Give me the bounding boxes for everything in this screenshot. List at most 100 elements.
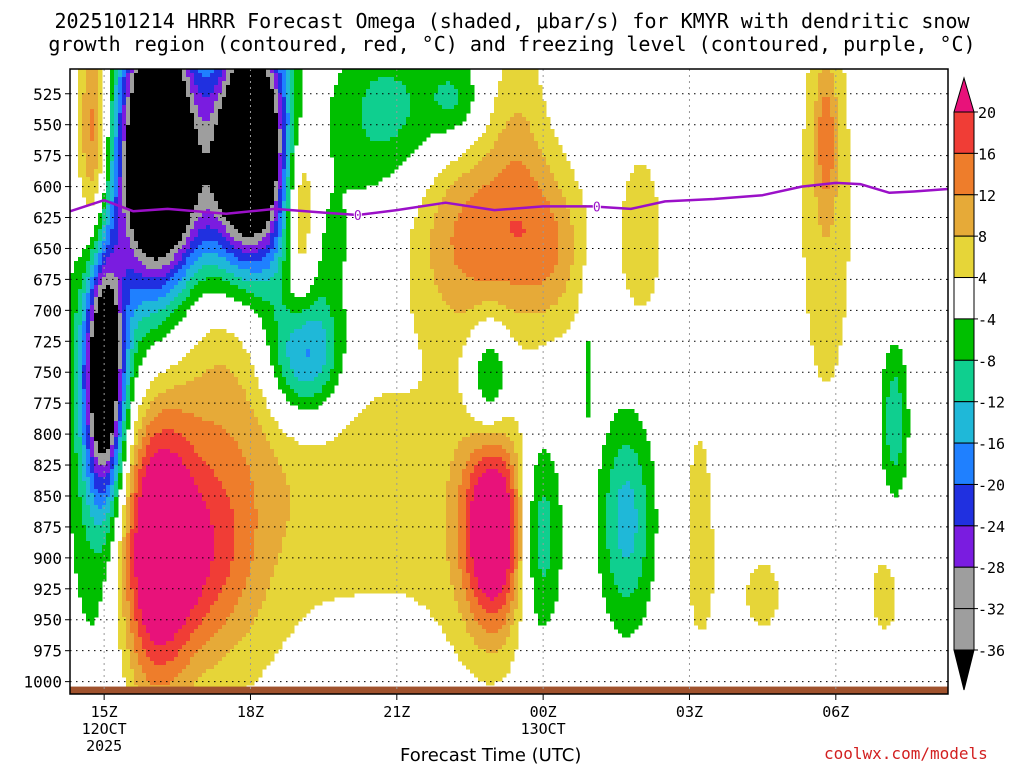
omega-cell: [110, 73, 115, 78]
omega-cell: [246, 165, 251, 170]
omega-cell: [810, 149, 815, 154]
omega-cell: [218, 133, 223, 138]
omega-cell: [266, 77, 271, 82]
omega-cell: [214, 173, 219, 178]
omega-cell: [274, 149, 279, 154]
omega-cell: [390, 105, 395, 110]
omega-cell: [86, 85, 91, 90]
omega-cell: [526, 105, 531, 110]
omega-cell: [178, 125, 183, 130]
omega-cell: [82, 89, 87, 94]
omega-cell: [822, 141, 827, 146]
omega-cell: [450, 169, 455, 174]
omega-cell: [398, 105, 403, 110]
omega-cell: [170, 189, 175, 194]
omega-cell: [302, 173, 307, 178]
omega-cell: [426, 85, 431, 90]
omega-cell: [82, 125, 87, 130]
omega-cell: [190, 145, 195, 150]
omega-cell: [502, 105, 507, 110]
omega-cell: [418, 105, 423, 110]
omega-cell: [174, 117, 179, 122]
omega-cell: [138, 85, 143, 90]
omega-cell: [842, 89, 847, 94]
omega-cell: [382, 105, 387, 110]
omega-cell: [238, 89, 243, 94]
omega-cell: [838, 189, 843, 194]
omega-cell: [134, 77, 139, 82]
omega-cell: [358, 101, 363, 106]
omega-cell: [398, 109, 403, 114]
omega-cell: [214, 77, 219, 82]
omega-cell: [114, 77, 119, 82]
omega-cell: [278, 181, 283, 186]
omega-cell: [222, 161, 227, 166]
omega-cell: [390, 109, 395, 114]
omega-cell: [566, 169, 571, 174]
omega-cell: [834, 149, 839, 154]
omega-cell: [162, 141, 167, 146]
omega-cell: [190, 189, 195, 194]
omega-cell: [286, 193, 291, 198]
omega-cell: [82, 185, 87, 190]
omega-cell: [118, 73, 123, 78]
omega-cell: [538, 109, 543, 114]
omega-cell: [174, 113, 179, 118]
omega-cell: [226, 189, 231, 194]
omega-cell: [114, 85, 119, 90]
omega-cell: [478, 185, 483, 190]
omega-cell: [522, 101, 527, 106]
omega-cell: [262, 165, 267, 170]
omega-cell: [178, 181, 183, 186]
omega-cell: [194, 85, 199, 90]
omega-cell: [370, 101, 375, 106]
omega-cell: [262, 149, 267, 154]
omega-cell: [410, 89, 415, 94]
omega-cell: [450, 165, 455, 170]
omega-cell: [186, 181, 191, 186]
omega-cell: [194, 185, 199, 190]
omega-cell: [178, 105, 183, 110]
omega-cell: [510, 93, 515, 98]
omega-cell: [554, 137, 559, 142]
omega-cell: [134, 81, 139, 86]
omega-cell: [382, 101, 387, 106]
omega-cell: [382, 157, 387, 162]
omega-cell: [174, 161, 179, 166]
omega-cell: [818, 117, 823, 122]
omega-cell: [82, 149, 87, 154]
omega-cell: [210, 81, 215, 86]
omega-cell: [178, 81, 183, 86]
omega-cell: [134, 129, 139, 134]
omega-cell: [454, 177, 459, 182]
omega-cell: [290, 133, 295, 138]
omega-cell: [130, 149, 135, 154]
omega-cell: [86, 193, 91, 198]
omega-cell: [270, 81, 275, 86]
omega-cell: [246, 141, 251, 146]
omega-cell: [254, 129, 259, 134]
omega-cell: [290, 177, 295, 182]
omega-cell: [454, 101, 459, 106]
omega-cell: [390, 73, 395, 78]
omega-cell: [838, 125, 843, 130]
omega-cell: [258, 153, 263, 158]
omega-cell: [422, 85, 427, 90]
omega-cell: [410, 81, 415, 86]
omega-cell: [214, 117, 219, 122]
omega-cell: [518, 177, 523, 182]
omega-cell: [458, 161, 463, 166]
omega-cell: [86, 181, 91, 186]
omega-cell: [538, 173, 543, 178]
omega-cell: [506, 81, 511, 86]
omega-cell: [86, 77, 91, 82]
omega-cell: [106, 137, 111, 142]
omega-cell: [438, 97, 443, 102]
omega-cell: [378, 165, 383, 170]
omega-cell: [366, 81, 371, 86]
omega-cell: [522, 185, 527, 190]
omega-cell: [222, 165, 227, 170]
omega-cell: [254, 125, 259, 130]
omega-cell: [510, 105, 515, 110]
omega-cell: [114, 97, 119, 102]
